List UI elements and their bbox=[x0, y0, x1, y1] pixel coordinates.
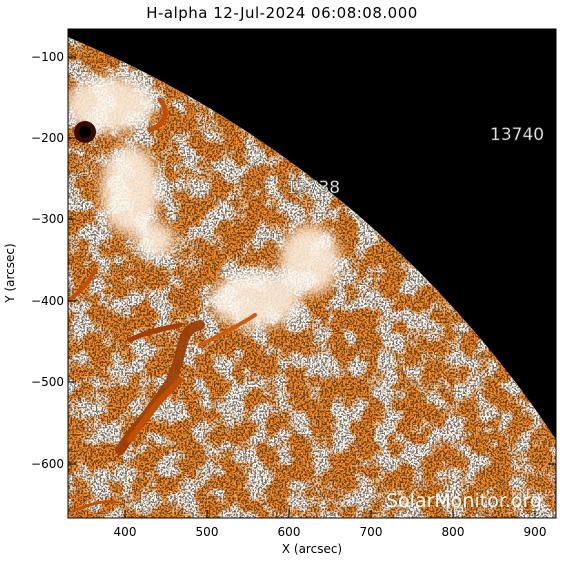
x-axis bbox=[124, 29, 536, 518]
y-axis bbox=[68, 56, 556, 465]
image-area: 13738 13740 SolarMonitor.org bbox=[68, 29, 556, 518]
y-tick-label: −600 bbox=[31, 457, 64, 471]
active-region-label: 13738 bbox=[286, 178, 340, 198]
x-tick-label: 600 bbox=[278, 525, 301, 539]
y-axis-label: Y (arcsec) bbox=[3, 243, 17, 303]
y-tick-label: −100 bbox=[31, 50, 64, 64]
x-tick-labels: 400 500 600 700 800 900 bbox=[114, 525, 547, 539]
filament-group bbox=[68, 97, 257, 512]
watermark: SolarMonitor.org bbox=[386, 490, 542, 512]
active-region-label: 13740 bbox=[490, 125, 544, 145]
sunspot bbox=[74, 121, 96, 143]
plot-frame bbox=[67, 28, 557, 519]
image-title: H-alpha 12-Jul-2024 06:08:08.000 bbox=[146, 4, 418, 22]
x-tick-label: 700 bbox=[360, 525, 383, 539]
y-tick-labels: −100 −200 −300 −400 −500 −600 bbox=[31, 50, 64, 471]
x-tick-label: 400 bbox=[114, 525, 137, 539]
y-tick-label: −200 bbox=[31, 131, 64, 145]
y-tick-label: −300 bbox=[31, 212, 64, 226]
x-tick-label: 500 bbox=[196, 525, 219, 539]
x-tick-label: 900 bbox=[524, 525, 547, 539]
x-axis-label: X (arcsec) bbox=[282, 542, 342, 556]
x-tick-label: 800 bbox=[442, 525, 465, 539]
y-tick-label: −500 bbox=[31, 375, 64, 389]
y-tick-label: −400 bbox=[31, 294, 64, 308]
